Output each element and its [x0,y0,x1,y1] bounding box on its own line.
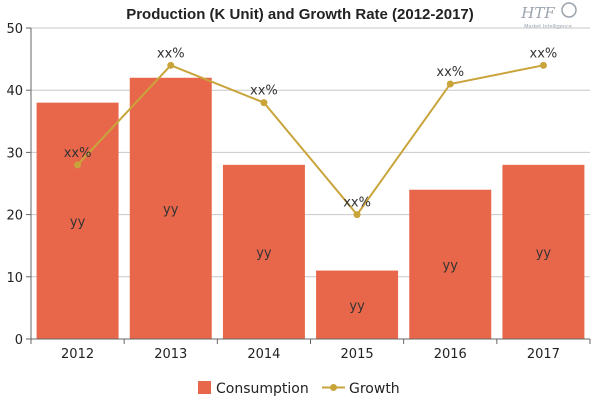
growth-line-series: xx% xx% xx% xx% xx% xx% [64,46,558,219]
x-tick-label-2016: 2016 [434,347,467,362]
growth-point-2013 [167,61,175,69]
bar-label-2017: yy [536,246,552,261]
growth-point-2017 [539,61,547,69]
bar-2015 [316,270,399,339]
bar-label-2016: yy [443,258,459,273]
y-tick-label: 20 [6,209,23,224]
globe-icon [561,2,577,18]
bar-2014 [222,164,305,339]
legend-growth-marker [330,384,337,391]
bar-label-2015: yy [349,299,365,314]
growth-line [76,64,544,217]
bar-2016 [409,189,492,339]
growth-label-2013: xx% [157,46,185,61]
x-tick-label-2015: 2015 [341,347,374,362]
consumption-bars [36,77,585,339]
growth-label-2012: xx% [64,146,92,161]
bar-label-2013: yy [163,202,179,217]
growth-label-2014: xx% [250,84,278,99]
growth-point-2015 [353,211,361,219]
y-tick-label: 10 [6,271,23,286]
y-axis: 0 10 20 30 40 50 [6,22,32,348]
legend-consumption-label: Consumption [216,381,309,397]
growth-point-2014 [260,99,268,107]
legend: Consumption Growth [198,381,400,397]
y-tick-label: 30 [6,146,23,161]
growth-label-2015: xx% [343,196,371,211]
logo-subtitle: Market Intelligence [524,24,572,30]
growth-label-2017: xx% [530,46,558,61]
bar-2013 [129,77,212,339]
bar-2017 [502,164,585,339]
logo-mark: HTF [520,4,555,22]
htf-logo: HTF Market Intelligence [520,2,577,30]
bar-2012 [36,102,119,339]
growth-label-2016: xx% [436,65,464,80]
x-tick-label-2013: 2013 [154,347,187,362]
x-tick-label-2012: 2012 [61,347,94,362]
chart-title: Production (K Unit) and Growth Rate (201… [126,6,474,23]
bar-label-2012: yy [70,215,86,230]
legend-growth-label: Growth [349,381,400,397]
x-tick-label-2014: 2014 [247,347,280,362]
y-tick-label: 0 [15,333,23,348]
x-axis: 2012 2013 2014 2015 2016 2017 [30,338,591,362]
growth-point-2012 [74,161,82,169]
y-tick-label: 50 [6,22,23,37]
consumption-data-labels: yy yy yy yy yy yy [70,202,552,313]
growth-point-2016 [446,80,454,88]
x-tick-label-2017: 2017 [527,347,560,362]
bar-label-2014: yy [256,246,272,261]
legend-consumption-swatch [198,381,211,394]
y-tick-label: 40 [6,84,23,99]
